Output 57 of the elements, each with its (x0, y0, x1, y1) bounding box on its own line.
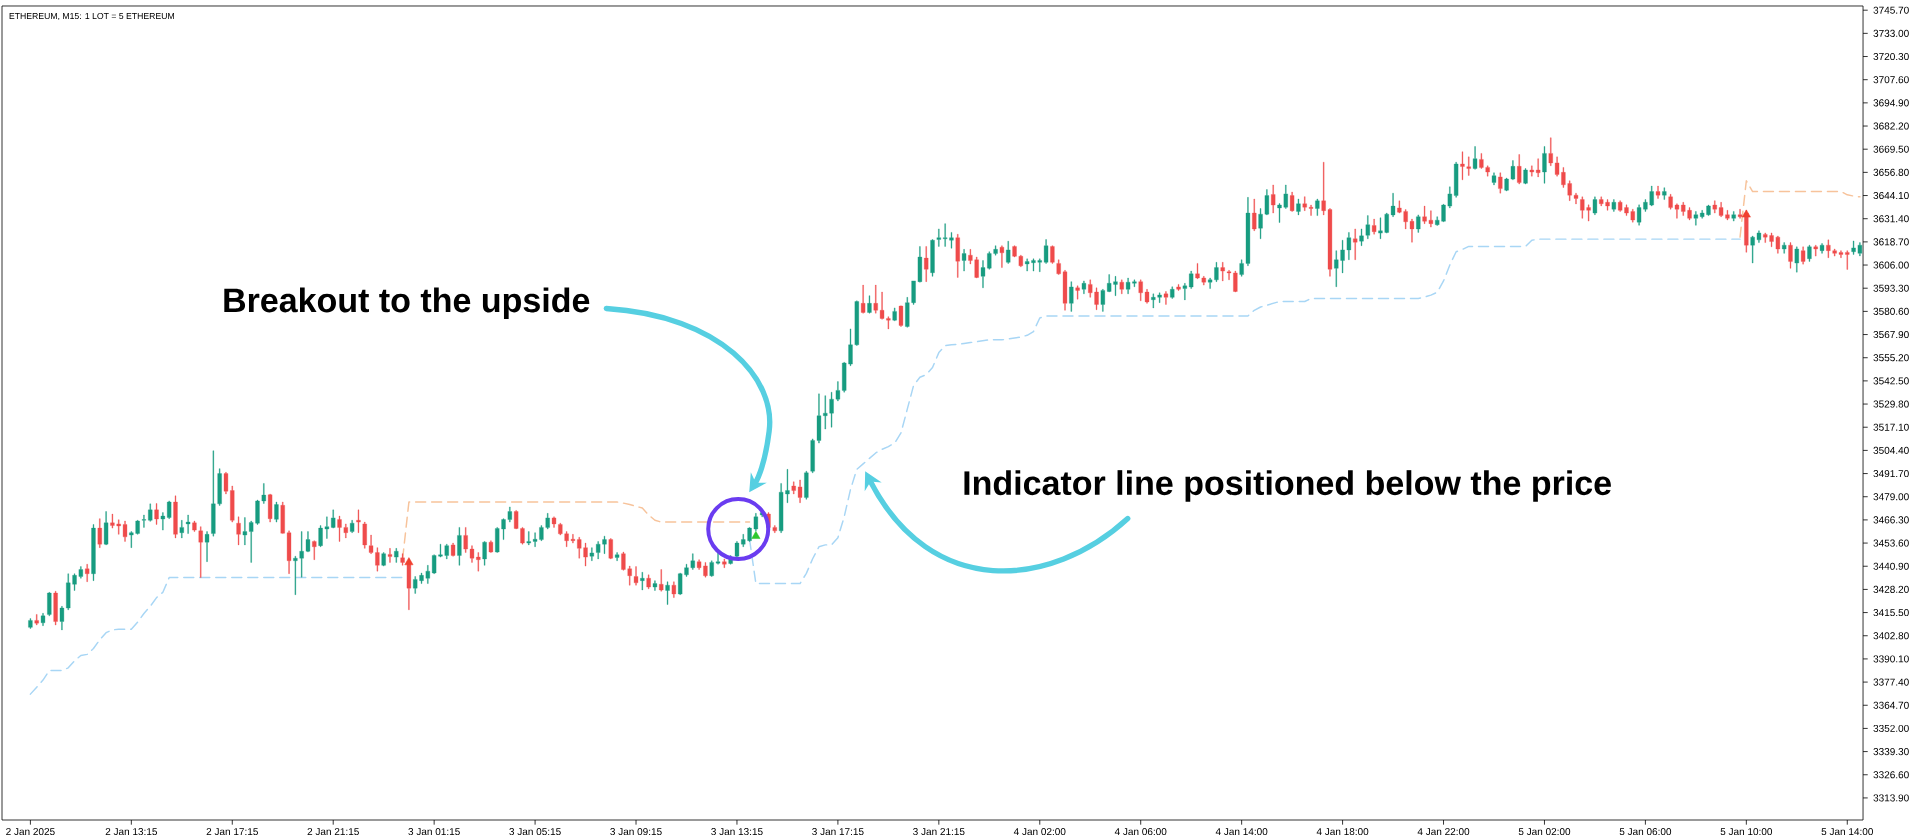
x-tick-label: 3 Jan 09:15 (610, 828, 662, 836)
y-tick-label: 3415.50 (1873, 609, 1909, 617)
y-tick-label: 3745.70 (1873, 6, 1909, 14)
y-tick-label: 3542.50 (1873, 377, 1909, 385)
y-tick-label: 3720.30 (1873, 52, 1909, 61)
y-tick-label: 3733.00 (1873, 29, 1909, 37)
y-tick-label: 3326.60 (1873, 771, 1909, 779)
x-tick-label: 5 Jan 14:00 (1821, 828, 1873, 836)
x-tick-label: 4 Jan 22:00 (1417, 828, 1470, 836)
y-tick-label: 3402.80 (1873, 632, 1909, 640)
x-tick-label: 2 Jan 2025 (6, 828, 55, 836)
y-tick-label: 3466.30 (1873, 516, 1909, 524)
y-tick-label: 3529.80 (1873, 400, 1909, 408)
y-tick-label: 3656.80 (1873, 168, 1909, 176)
y-tick-label: 3491.70 (1873, 470, 1909, 478)
x-tick-label: 4 Jan 06:00 (1114, 828, 1167, 836)
y-tick-label: 3517.10 (1873, 423, 1909, 431)
y-tick-label: 3453.60 (1873, 539, 1909, 547)
y-tick-label: 3504.40 (1873, 446, 1909, 454)
y-tick-label: 3618.70 (1873, 238, 1909, 246)
x-tick-label: 3 Jan 17:15 (812, 828, 864, 836)
y-tick-label: 3440.90 (1873, 562, 1909, 570)
x-tick-label: 5 Jan 10:00 (1720, 828, 1773, 836)
x-tick-label: 4 Jan 14:00 (1215, 828, 1268, 836)
y-tick-label: 3390.10 (1873, 655, 1909, 663)
x-tick-label: 3 Jan 05:15 (509, 828, 561, 836)
y-tick-label: 3428.20 (1873, 585, 1909, 593)
y-tick-label: 3707.60 (1873, 76, 1909, 84)
y-tick-label: 3313.90 (1873, 794, 1909, 802)
x-tick-label: 4 Jan 18:00 (1316, 828, 1369, 836)
y-tick-label: 3352.00 (1873, 724, 1909, 732)
x-tick-label: 4 Jan 02:00 (1013, 828, 1066, 836)
y-tick-label: 3682.20 (1873, 122, 1909, 130)
y-tick-label: 3377.40 (1873, 678, 1909, 686)
x-tick-label: 3 Jan 01:15 (408, 828, 460, 836)
x-tick-label: 3 Jan 13:15 (711, 828, 763, 836)
y-tick-label: 3339.30 (1873, 748, 1909, 756)
x-tick-label: 3 Jan 21:15 (913, 828, 965, 836)
y-tick-label: 3364.70 (1873, 701, 1909, 709)
y-tick-label: 3644.10 (1873, 192, 1909, 200)
x-tick-label: 2 Jan 21:15 (307, 828, 359, 836)
y-tick-label: 3593.30 (1873, 284, 1909, 292)
y-tick-label: 3580.60 (1873, 307, 1909, 315)
x-tick-label: 2 Jan 13:15 (105, 828, 158, 836)
annotation: Breakout to the upside (224, 287, 590, 320)
y-tick-label: 3606.00 (1873, 261, 1909, 269)
text: ETHEREUM, M15: 1 LOT = 5 ETHEREUM (9, 12, 174, 21)
y-tick-label: 3669.50 (1873, 145, 1909, 153)
x-tick-label: 2 Jan 17:15 (206, 828, 258, 836)
y-tick-label: 3479.00 (1873, 493, 1909, 501)
y-tick-label: 3555.20 (1873, 354, 1909, 362)
annotation: Indicator line positioned below the price (964, 470, 1611, 502)
x-tick-label: 5 Jan 02:00 (1518, 828, 1571, 836)
x-tick-label: 5 Jan 06:00 (1619, 828, 1672, 836)
y-tick-label: 3567.90 (1873, 331, 1909, 339)
y-tick-label: 3631.40 (1873, 215, 1909, 223)
y-tick-label: 3694.90 (1873, 99, 1909, 107)
